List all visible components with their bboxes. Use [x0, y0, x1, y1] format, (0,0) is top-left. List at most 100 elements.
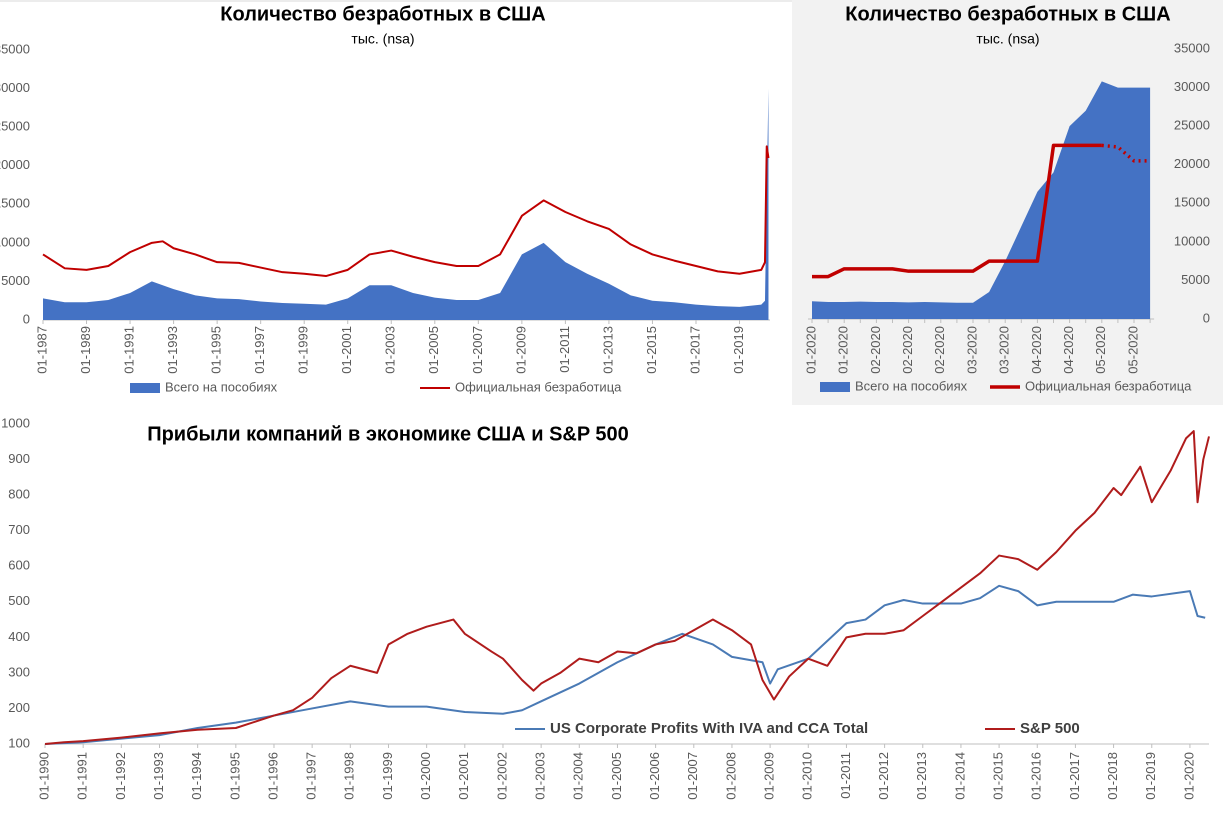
x-tick-label: 01-1999 [380, 752, 395, 800]
x-tick-label: 01-1990 [36, 752, 51, 800]
x-tick-label: 01-2009 [513, 326, 528, 374]
x-tick-label: 01-2005 [426, 326, 441, 374]
y-tick-label: 1000 [1, 415, 30, 430]
x-tick-label: 01-2006 [647, 752, 662, 800]
x-tick-label: 01-2020 [803, 326, 818, 374]
x-tick-label: 01-1996 [265, 752, 280, 800]
y-tick-label: 500 [8, 593, 30, 608]
x-tick-label: 01-1991 [122, 326, 137, 374]
x-tick-label: 01-2011 [557, 326, 572, 373]
legend-swatch [130, 383, 160, 393]
x-tick-label: 01-2016 [1029, 752, 1044, 800]
x-tick-label: 01-1995 [209, 326, 224, 374]
legend-swatch [820, 382, 850, 392]
x-tick-label: 01-1993 [165, 326, 180, 374]
x-tick-label: 01-1998 [342, 752, 357, 800]
y-tick-label: 25000 [0, 119, 30, 134]
x-tick-label: 01-2017 [687, 326, 702, 374]
x-tick-label: 01-2013 [600, 326, 615, 374]
x-tick-label: 01-1987 [34, 326, 49, 374]
y-tick-label: 800 [8, 487, 30, 502]
x-tick-label: 01-2013 [914, 752, 929, 800]
x-tick-label: 01-1995 [227, 752, 242, 800]
x-tick-label: 01-2002 [494, 752, 509, 800]
line [44, 430, 1210, 745]
x-tick-label: 03-2020 [997, 326, 1012, 374]
y-tick-label: 5000 [1, 273, 30, 288]
legend-label: Всего на пособиях [165, 379, 278, 394]
x-tick-label: 05-2020 [1093, 326, 1108, 374]
y-tick-label: 400 [8, 629, 30, 644]
y-tick-label: 10000 [0, 234, 30, 249]
x-tick-label: 01-2003 [383, 326, 398, 374]
x-tick-label: 01-2010 [800, 752, 815, 800]
x-tick-label: 02-2020 [932, 326, 947, 374]
x-tick-label: 01-2007 [470, 326, 485, 374]
x-tick-label: 03-2020 [964, 326, 979, 374]
line [42, 145, 770, 278]
x-tick-label: 02-2020 [868, 326, 883, 374]
chart-subtitle: тыс. (nsa) [351, 31, 414, 47]
chart-title: Количество безработных в США [845, 3, 1170, 25]
x-tick-label: 01-2001 [456, 752, 471, 800]
x-tick-label: 01-2012 [876, 752, 891, 800]
x-tick-label: 01-2019 [731, 326, 746, 374]
y-tick-label: 5000 [1181, 272, 1210, 287]
x-tick-label: 01-2017 [1067, 752, 1082, 800]
x-tick-label: 01-2018 [1105, 752, 1120, 800]
legend-label: Всего на пособиях [855, 378, 968, 393]
x-tick-label: 01-1999 [296, 326, 311, 374]
y-tick-label: 700 [8, 522, 30, 537]
legend-label: US Corporate Profits With IVA and CCA To… [550, 720, 868, 737]
x-tick-label: 04-2020 [1061, 326, 1076, 374]
x-tick-label: 02-2020 [900, 326, 915, 374]
x-tick-label: 01-2019 [1143, 752, 1158, 800]
x-tick-label: 01-2014 [952, 752, 967, 800]
y-tick-label: 20000 [1174, 156, 1210, 171]
legend-label: Официальная безработица [455, 379, 622, 394]
x-tick-label: 01-1997 [304, 752, 319, 800]
x-tick-label: 01-2005 [609, 752, 624, 800]
x-tick-label: 01-2015 [991, 752, 1006, 800]
x-tick-label: 01-1992 [113, 752, 128, 800]
x-tick-label: 01-2011 [838, 752, 853, 799]
x-tick-label: 01-1991 [75, 752, 90, 800]
x-tick-label: 01-2003 [533, 752, 548, 800]
legend-label: Официальная безработица [1025, 378, 1192, 393]
x-tick-label: 01-2020 [1181, 752, 1196, 800]
y-tick-label: 0 [23, 311, 30, 326]
x-tick-label: 01-2008 [723, 752, 738, 800]
y-tick-label: 35000 [0, 41, 30, 56]
y-tick-label: 15000 [0, 196, 30, 211]
line [812, 143, 1102, 279]
y-tick-label: 30000 [1174, 79, 1210, 94]
y-tick-label: 30000 [0, 80, 30, 95]
x-tick-label: 01-1993 [151, 752, 166, 800]
x-tick-label: 01-2020 [836, 326, 851, 374]
y-tick-label: 35000 [1174, 40, 1210, 55]
area [43, 88, 769, 320]
y-tick-label: 100 [8, 735, 30, 750]
chart-title: Количество безработных в США [220, 3, 545, 25]
x-tick-label: 04-2020 [1029, 326, 1044, 374]
x-tick-label: 01-2015 [644, 326, 659, 374]
y-tick-label: 15000 [1174, 195, 1210, 210]
y-tick-label: 0 [1203, 310, 1210, 325]
y-tick-label: 10000 [1174, 233, 1210, 248]
y-tick-label: 900 [8, 451, 30, 466]
x-tick-label: 01-2007 [685, 752, 700, 800]
x-tick-label: 01-2004 [571, 752, 586, 800]
legend-label: S&P 500 [1020, 720, 1080, 737]
line [44, 584, 1206, 745]
x-tick-label: 01-1997 [252, 326, 267, 374]
chart-subtitle: тыс. (nsa) [976, 31, 1039, 47]
x-tick-label: 01-1994 [189, 752, 204, 800]
y-tick-label: 20000 [0, 157, 30, 172]
x-tick-label: 01-1989 [78, 326, 93, 374]
x-tick-label: 01-2000 [418, 752, 433, 800]
x-tick-label: 01-2001 [339, 326, 354, 374]
y-tick-label: 200 [8, 700, 30, 715]
x-tick-label: 01-2009 [762, 752, 777, 800]
